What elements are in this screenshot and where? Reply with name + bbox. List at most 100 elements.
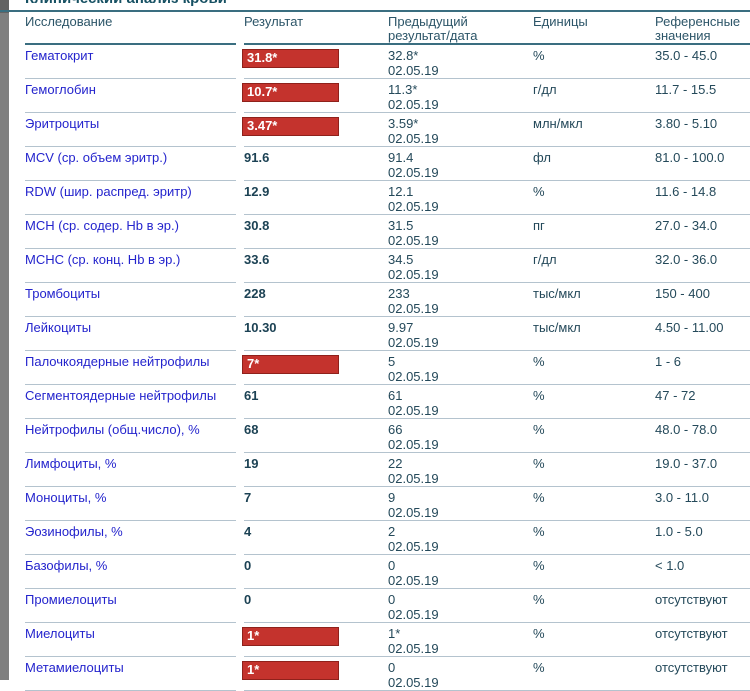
previous-result-cell: 22 02.05.19 xyxy=(388,453,533,487)
table-row: Нейтрофилы (общ.число), % 68 66 02.05.19… xyxy=(0,419,750,453)
test-name-link[interactable]: Метамиелоциты xyxy=(25,660,124,675)
previous-result-date: 02.05.19 xyxy=(388,233,439,248)
reference-range-cell: 1 - 6 xyxy=(655,351,750,385)
previous-result-value: 91.4 xyxy=(388,150,414,165)
previous-result-cell: 1* 02.05.19 xyxy=(388,623,533,657)
previous-result-date: 02.05.19 xyxy=(388,403,439,418)
test-name-link[interactable]: Промиелоциты xyxy=(25,592,117,607)
previous-result-cell: 0 02.05.19 xyxy=(388,657,533,691)
previous-result-date: 02.05.19 xyxy=(388,165,439,180)
reference-range-cell: 81.0 - 100.0 xyxy=(655,147,750,181)
previous-result-date: 02.05.19 xyxy=(388,573,439,588)
test-name-link[interactable]: Гематокрит xyxy=(25,48,94,63)
reference-range-cell: отсутствуют xyxy=(655,589,750,623)
test-name-link[interactable]: Тромбоциты xyxy=(25,286,101,301)
units-cell: % xyxy=(533,521,655,555)
test-name-link[interactable]: Нейтрофилы (общ.число), % xyxy=(25,422,200,437)
test-name-cell: Палочкоядерные нейтрофилы xyxy=(25,351,236,385)
test-name-link[interactable]: Сегментоядерные нейтрофилы xyxy=(25,388,217,403)
units-cell: % xyxy=(533,657,655,691)
table-row: Лимфоциты, % 19 22 02.05.19 % 19.0 - 37.… xyxy=(0,453,750,487)
column-gap xyxy=(236,419,244,453)
test-name-cell: Тромбоциты xyxy=(25,283,236,317)
previous-result-value: 233 xyxy=(388,286,410,301)
test-name-link[interactable]: Базофилы, % xyxy=(25,558,108,573)
previous-result-date: 02.05.19 xyxy=(388,607,439,622)
column-header-result: Результат xyxy=(244,12,388,45)
column-gap xyxy=(236,147,244,181)
units-cell: % xyxy=(533,589,655,623)
test-name-link[interactable]: RDW (шир. распред. эритр) xyxy=(25,184,192,199)
test-name-link[interactable]: Лейкоциты xyxy=(25,320,92,335)
reference-range-cell: отсутствуют xyxy=(655,623,750,657)
test-name-cell: Промиелоциты xyxy=(25,589,236,623)
test-name-link[interactable]: Эритроциты xyxy=(25,116,100,131)
previous-result-date: 02.05.19 xyxy=(388,335,439,350)
test-name-link[interactable]: Эозинофилы, % xyxy=(25,524,123,539)
previous-result-value: 2 xyxy=(388,524,396,539)
page-title: Клинический анализ крови xyxy=(25,0,227,7)
previous-result-value: 9 xyxy=(388,490,396,505)
previous-result-date: 02.05.19 xyxy=(388,63,439,78)
previous-result-cell: 5 02.05.19 xyxy=(388,351,533,385)
column-header-test: Исследование xyxy=(25,12,236,45)
previous-result-value: 0 xyxy=(388,660,396,675)
test-name-cell: MCV (ср. объем эритр.) xyxy=(25,147,236,181)
reference-range-cell: 4.50 - 11.00 xyxy=(655,317,750,351)
result-value: 3.47* xyxy=(242,117,339,136)
table-row: Базофилы, % 0 0 02.05.19 % < 1.0 xyxy=(0,555,750,589)
previous-result-cell: 0 02.05.19 xyxy=(388,555,533,589)
units-cell: г/дл xyxy=(533,79,655,113)
previous-result-value: 1* xyxy=(388,626,401,641)
previous-result-cell: 11.3* 02.05.19 xyxy=(388,79,533,113)
previous-result-cell: 31.5 02.05.19 xyxy=(388,215,533,249)
test-name-link[interactable]: MCH (ср. содер. Hb в эр.) xyxy=(25,218,179,233)
units-cell: % xyxy=(533,487,655,521)
column-gap xyxy=(236,589,244,623)
result-cell: 228 xyxy=(244,283,388,317)
result-cell: 10.30 xyxy=(244,317,388,351)
reference-range-cell: 11.6 - 14.8 xyxy=(655,181,750,215)
test-name-cell: Гематокрит xyxy=(25,45,236,79)
column-gap xyxy=(236,317,244,351)
column-gap xyxy=(236,555,244,589)
result-cell: 19 xyxy=(244,453,388,487)
previous-result-value: 61 xyxy=(388,388,403,403)
test-name-link[interactable]: MCV (ср. объем эритр.) xyxy=(25,150,168,165)
result-cell: 3.47* xyxy=(242,113,388,147)
previous-result-cell: 3.59* 02.05.19 xyxy=(388,113,533,147)
result-cell: 91.6 xyxy=(244,147,388,181)
previous-result-cell: 12.1 02.05.19 xyxy=(388,181,533,215)
test-name-link[interactable]: Гемоглобин xyxy=(25,82,96,97)
column-gap xyxy=(236,487,244,521)
test-name-link[interactable]: Лимфоциты, % xyxy=(25,456,117,471)
table-row: MCHC (ср. конц. Hb в эр.) 33.6 34.5 02.0… xyxy=(0,249,750,283)
test-name-cell: RDW (шир. распред. эритр) xyxy=(25,181,236,215)
previous-result-value: 0 xyxy=(388,592,396,607)
test-name-cell: Метамиелоциты xyxy=(25,657,236,691)
units-cell: пг xyxy=(533,215,655,249)
units-cell: % xyxy=(533,419,655,453)
left-scrollbar-strip[interactable] xyxy=(0,0,9,680)
column-gap xyxy=(236,385,244,419)
previous-result-cell: 91.4 02.05.19 xyxy=(388,147,533,181)
result-value: 7* xyxy=(242,355,339,374)
previous-result-date: 02.05.19 xyxy=(388,267,439,282)
table-row: Лейкоциты 10.30 9.97 02.05.19 тыс/мкл 4.… xyxy=(0,317,750,351)
column-gap xyxy=(236,283,244,317)
test-name-link[interactable]: Палочкоядерные нейтрофилы xyxy=(25,354,210,369)
previous-result-cell: 66 02.05.19 xyxy=(388,419,533,453)
column-gap xyxy=(236,249,244,283)
reference-range-cell: 32.0 - 36.0 xyxy=(655,249,750,283)
test-name-link[interactable]: MCHC (ср. конц. Hb в эр.) xyxy=(25,252,181,267)
previous-result-cell: 61 02.05.19 xyxy=(388,385,533,419)
reference-range-cell: 47 - 72 xyxy=(655,385,750,419)
test-name-link[interactable]: Миелоциты xyxy=(25,626,95,641)
result-cell: 30.8 xyxy=(244,215,388,249)
test-name-link[interactable]: Моноциты, % xyxy=(25,490,107,505)
reference-range-cell: < 1.0 xyxy=(655,555,750,589)
table-row: Гематокрит 31.8* 32.8* 02.05.19 % 35.0 -… xyxy=(0,45,750,79)
reference-range-cell: 19.0 - 37.0 xyxy=(655,453,750,487)
table-row: Сегментоядерные нейтрофилы 61 61 02.05.1… xyxy=(0,385,750,419)
result-value: 0 xyxy=(244,558,252,573)
